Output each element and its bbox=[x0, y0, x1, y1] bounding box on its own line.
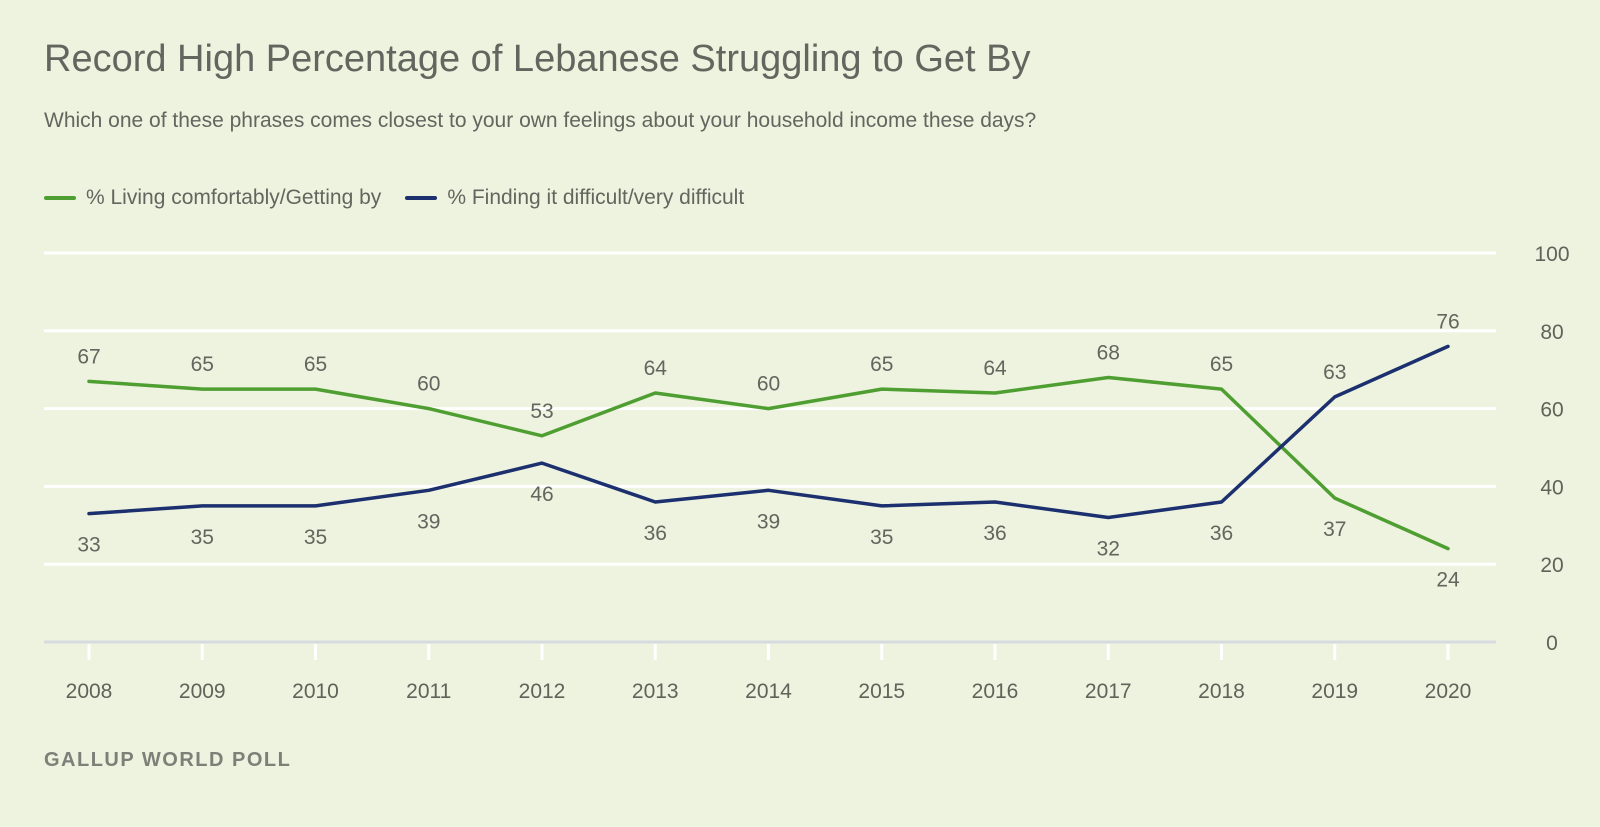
data-label-s1-2013: 64 bbox=[644, 357, 668, 380]
data-label-s1-2019: 37 bbox=[1323, 518, 1346, 541]
x-tick-label-2009: 2009 bbox=[179, 680, 226, 703]
data-label-s2-2015: 35 bbox=[870, 526, 893, 549]
data-label-s2-2011: 39 bbox=[417, 510, 440, 533]
x-tick-label-2010: 2010 bbox=[292, 680, 339, 703]
series-line-2 bbox=[87, 344, 1450, 520]
x-axis: 2008 2009 2010 2011 2012 2013 2014 2015 2016 2017… bbox=[66, 644, 1472, 703]
data-label-s1-2017: 68 bbox=[1097, 341, 1120, 364]
legend-label-living-comfortably: % Living comfortably/Getting by bbox=[86, 186, 382, 209]
x-tick-label-2014: 2014 bbox=[745, 680, 792, 703]
data-label-s2-2019: 63 bbox=[1323, 361, 1346, 384]
data-label-s2-2008: 33 bbox=[77, 534, 100, 557]
data-label-s2-2012: 46 bbox=[530, 483, 553, 506]
x-tick-label-2008: 2008 bbox=[66, 680, 113, 703]
x-tick-label-2020: 2020 bbox=[1425, 680, 1472, 703]
x-tick-label-2011: 2011 bbox=[406, 680, 451, 703]
data-label-s1-2018: 65 bbox=[1210, 353, 1233, 376]
y-tick-label-60: 60 bbox=[1540, 399, 1563, 422]
legend-label-finding-difficult: % Finding it difficult/very difficult bbox=[447, 186, 745, 209]
data-label-s2-2018: 36 bbox=[1210, 522, 1233, 545]
data-label-s1-2008: 67 bbox=[77, 345, 100, 368]
data-label-s2-2014: 39 bbox=[757, 510, 780, 533]
data-label-s2-2017: 32 bbox=[1097, 538, 1120, 561]
data-label-s1-2010: 65 bbox=[304, 353, 327, 376]
x-tick-label-2015: 2015 bbox=[858, 680, 905, 703]
x-tick-label-2018: 2018 bbox=[1198, 680, 1245, 703]
y-tick-label-100: 100 bbox=[1534, 243, 1569, 266]
y-tick-label-20: 20 bbox=[1540, 554, 1563, 577]
data-label-s2-2010: 35 bbox=[304, 526, 327, 549]
data-label-s1-2009: 65 bbox=[191, 353, 214, 376]
chart-legend: % Living comfortably/Getting by % Findin… bbox=[44, 186, 768, 210]
chart-subtitle: Which one of these phrases comes closest… bbox=[44, 109, 1037, 132]
data-label-s1-2014: 60 bbox=[757, 373, 780, 396]
data-label-s2-2013: 36 bbox=[644, 522, 667, 545]
data-label-s1-2011: 60 bbox=[417, 373, 440, 396]
data-label-s2-2020: 76 bbox=[1436, 310, 1459, 333]
legend-item-living-comfortably: % Living comfortably/Getting by bbox=[44, 186, 381, 210]
legend-item-finding-difficult: % Finding it difficult/very difficult bbox=[405, 186, 744, 210]
data-label-s1-2015: 65 bbox=[870, 353, 893, 376]
data-label-layer: 67 65 65 60 53 64 60 65 64 68 65 37 24 33 35 35 39 46 36 39… bbox=[77, 310, 1460, 591]
x-tick-label-2012: 2012 bbox=[519, 680, 566, 703]
data-label-s2-2009: 35 bbox=[191, 526, 214, 549]
chart-title: Record High Percentage of Lebanese Strug… bbox=[44, 38, 1031, 80]
series-line-1 bbox=[87, 375, 1450, 551]
legend-swatch-navy bbox=[405, 196, 438, 200]
x-tick-label-2013: 2013 bbox=[632, 680, 679, 703]
x-tick-label-2017: 2017 bbox=[1085, 680, 1132, 703]
x-tick-label-2016: 2016 bbox=[972, 680, 1019, 703]
y-tick-label-40: 40 bbox=[1540, 476, 1563, 499]
source-note: GALLUP WORLD POLL bbox=[44, 749, 292, 771]
y-tick-label-0: 0 bbox=[1546, 632, 1558, 655]
x-tick-label-2019: 2019 bbox=[1311, 680, 1358, 703]
data-label-s1-2020: 24 bbox=[1436, 569, 1460, 592]
grid-layer: 0 20 40 60 80 100 bbox=[44, 243, 1570, 655]
data-label-s2-2016: 36 bbox=[983, 522, 1006, 545]
legend-swatch-green bbox=[44, 196, 76, 200]
data-label-s1-2012: 53 bbox=[530, 400, 553, 423]
data-label-s1-2016: 64 bbox=[983, 357, 1007, 380]
series-layer bbox=[87, 344, 1450, 551]
y-tick-label-80: 80 bbox=[1540, 321, 1563, 344]
